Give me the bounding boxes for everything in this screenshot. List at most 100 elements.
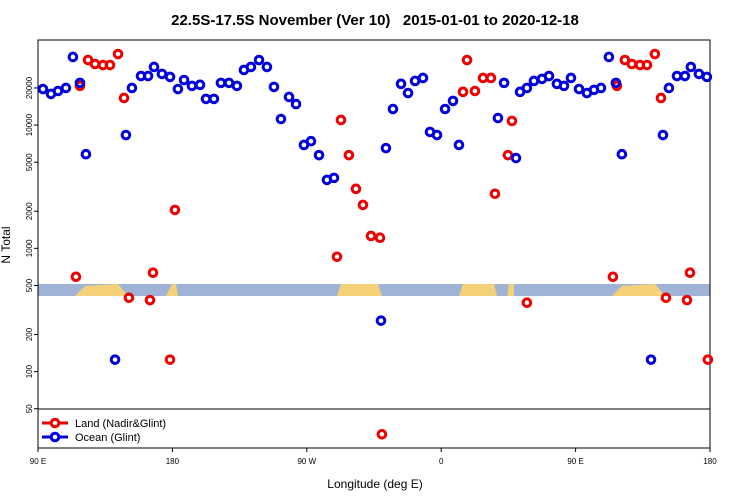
y-tick-label: 200: [25, 327, 34, 341]
y-tick-label: 50: [25, 404, 34, 413]
data-point: [528, 75, 540, 87]
data-point: [469, 85, 481, 97]
y-tick-label: 20000: [25, 76, 34, 99]
data-point: [543, 70, 555, 82]
data-point: [261, 61, 273, 73]
data-point: [489, 188, 501, 200]
data-point: [80, 148, 92, 160]
data-point: [657, 129, 669, 141]
data-point: [485, 72, 497, 84]
data-point: [417, 72, 429, 84]
data-point: [178, 74, 190, 86]
data-point: [660, 292, 672, 304]
data-point: [118, 92, 130, 104]
land-mask-strip: [38, 284, 710, 296]
data-point: [502, 149, 514, 161]
data-point: [558, 80, 570, 92]
data-point: [253, 54, 265, 66]
data-point: [123, 292, 135, 304]
data-point: [343, 149, 355, 161]
data-point: [439, 103, 451, 115]
data-point: [350, 183, 362, 195]
data-point: [70, 271, 82, 283]
data-point: [148, 61, 160, 73]
data-point: [521, 297, 533, 309]
data-point: [112, 48, 124, 60]
data-point: [431, 129, 443, 141]
x-tick-label: 90 E: [30, 457, 46, 466]
data-point: [275, 113, 287, 125]
data-point: [283, 91, 295, 103]
data-point: [461, 54, 473, 66]
data-point: [402, 87, 414, 99]
data-point: [156, 68, 168, 80]
data-point: [380, 142, 392, 154]
y-tick-label: 500: [25, 278, 34, 292]
y-tick-label: 100: [25, 364, 34, 378]
x-tick-label: 180: [703, 457, 717, 466]
data-point: [663, 82, 675, 94]
data-point: [573, 83, 585, 95]
data-point: [365, 230, 377, 242]
data-point: [702, 354, 714, 365]
data-point: [60, 82, 72, 94]
data-point: [245, 61, 257, 73]
legend-label: Ocean (Glint): [75, 432, 140, 444]
data-point: [376, 428, 388, 440]
y-tick-label: 5000: [25, 153, 34, 171]
data-point: [164, 354, 176, 365]
data-point: [684, 267, 696, 279]
x-axis-label: Longitude (deg E): [327, 477, 422, 491]
data-point: [335, 114, 347, 126]
data-point: [595, 82, 607, 94]
y-tick-label: 2000: [25, 202, 34, 220]
data-point: [681, 294, 693, 306]
data-point: [521, 82, 533, 94]
data-point: [357, 199, 369, 211]
data-point: [89, 58, 101, 70]
data-point: [37, 83, 49, 95]
chart-title: 22.5S-17.5S November (Ver 10) 2015-01-01…: [171, 12, 579, 29]
data-point: [186, 80, 198, 92]
data-point: [616, 148, 628, 160]
data-point: [169, 204, 181, 216]
data-point: [231, 80, 243, 92]
data-point: [685, 61, 697, 73]
y-tick-label: 10000: [25, 113, 34, 136]
data-point: [510, 152, 522, 164]
legend-label: Land (Nadir&Glint): [75, 418, 166, 430]
x-tick-label: 180: [166, 457, 180, 466]
data-point: [126, 82, 138, 94]
data-point: [387, 103, 399, 115]
data-point: [395, 78, 407, 90]
legend-marker: [49, 417, 61, 429]
plot-frame: [37, 39, 711, 449]
data-point: [506, 115, 518, 127]
data-point: [374, 232, 386, 243]
data-point: [147, 267, 159, 279]
data-point: [457, 86, 469, 98]
data-point: [645, 354, 657, 365]
data-point: [120, 129, 132, 141]
data-point: [74, 77, 86, 89]
data-point: [649, 48, 661, 60]
data-point: [498, 77, 510, 89]
x-tick-label: 0: [439, 457, 444, 466]
data-point: [641, 59, 653, 71]
data-point: [194, 79, 206, 91]
data-point: [328, 172, 340, 184]
data-point: [607, 271, 619, 283]
data-point: [172, 83, 184, 95]
data-point: [208, 93, 220, 105]
data-point: [492, 112, 504, 124]
data-point: [565, 72, 577, 84]
data-point: [313, 149, 325, 161]
data-point: [109, 354, 121, 365]
data-point: [655, 92, 667, 104]
data-point: [331, 251, 343, 263]
legend-marker: [49, 431, 61, 443]
data-point: [610, 77, 622, 89]
data-point: [142, 70, 154, 82]
data-point: [67, 51, 79, 63]
